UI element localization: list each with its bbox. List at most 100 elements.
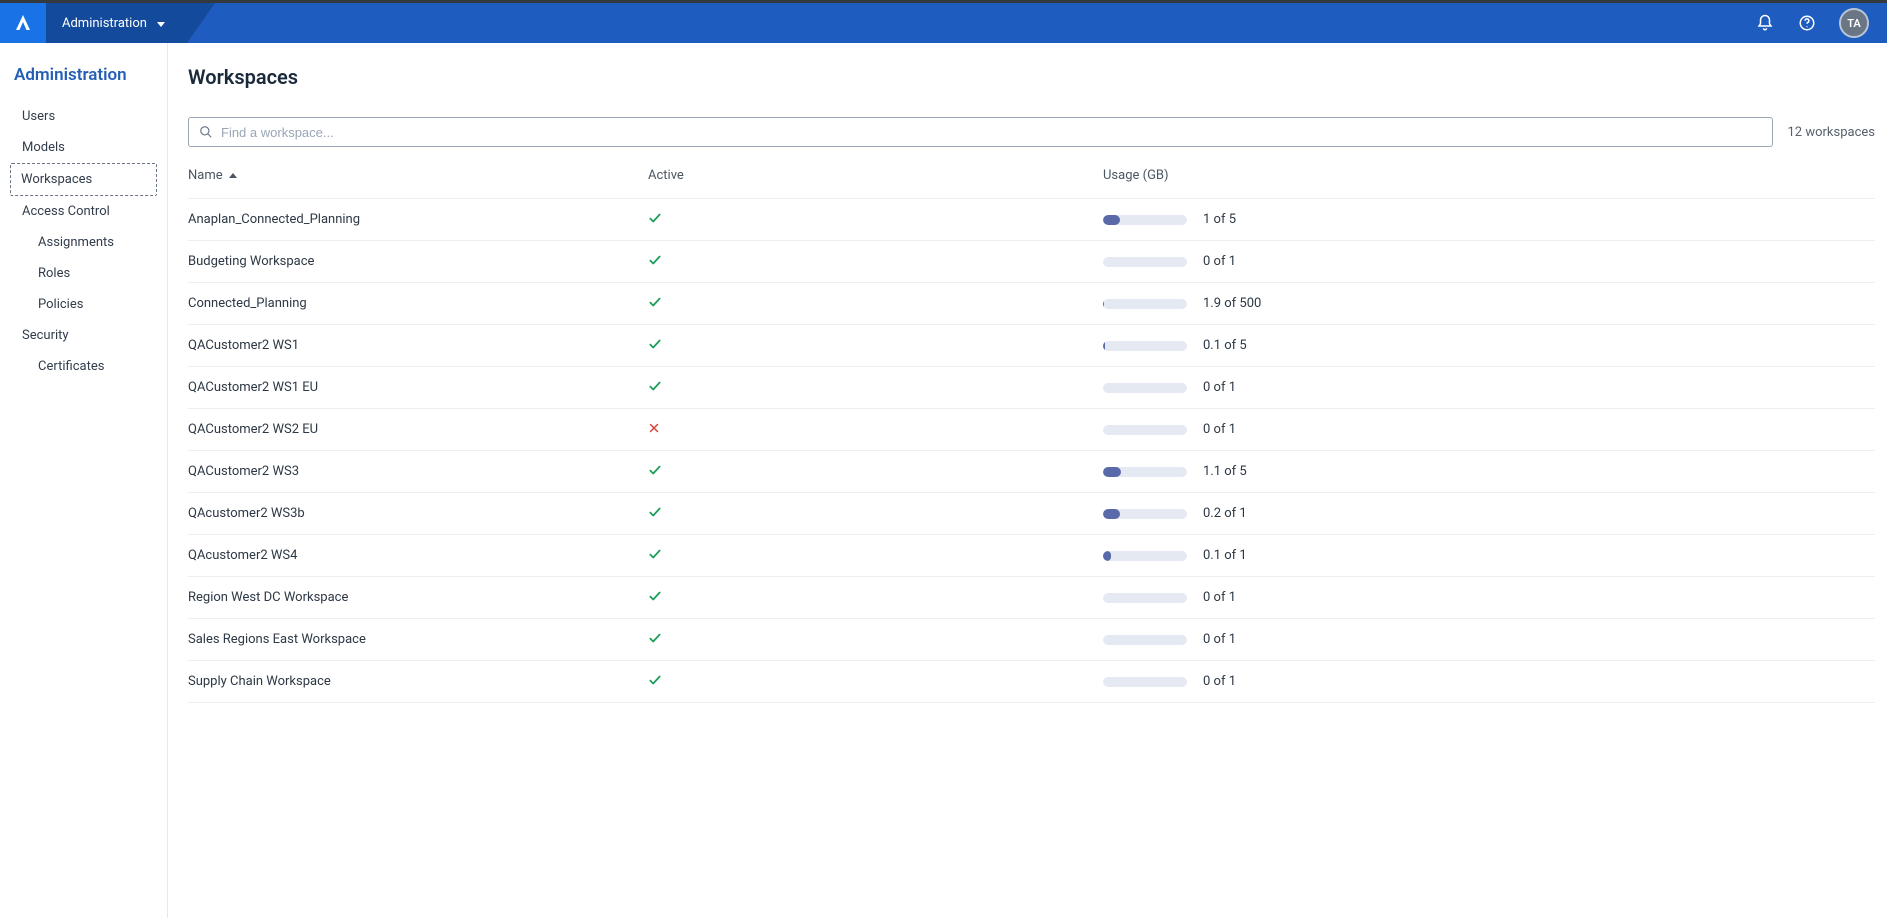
usage-bar	[1103, 551, 1187, 561]
app-logo[interactable]	[0, 3, 46, 43]
workspace-name: Anaplan_Connected_Planning	[188, 212, 648, 227]
col-header-usage-label: Usage (GB)	[1103, 168, 1169, 183]
topbar-right: TA	[1755, 3, 1887, 43]
sidebar-title: Administration	[0, 65, 167, 101]
active-check-icon	[648, 673, 1103, 691]
active-check-icon	[648, 631, 1103, 649]
usage-text: 1.1 of 5	[1203, 464, 1875, 479]
usage-bar	[1103, 257, 1187, 267]
col-header-usage[interactable]: Usage (GB)	[1103, 168, 1875, 183]
usage-bar-fill	[1103, 299, 1104, 309]
usage-bar-cell	[1103, 425, 1203, 435]
sidebar-subitem-certificates[interactable]: Certificates	[0, 351, 167, 382]
workspace-name: Region West DC Workspace	[188, 590, 648, 605]
table-row[interactable]: QACustomer2 WS10.1 of 5	[188, 325, 1875, 367]
active-check-icon	[648, 589, 1103, 607]
usage-bar	[1103, 341, 1187, 351]
table-row[interactable]: QACustomer2 WS2 EU0 of 1	[188, 409, 1875, 451]
workspace-name: QACustomer2 WS3	[188, 464, 648, 479]
inactive-x-icon	[648, 422, 1103, 438]
usage-bar	[1103, 425, 1187, 435]
sidebar-subitem-roles[interactable]: Roles	[0, 258, 167, 289]
usage-bar-cell	[1103, 677, 1203, 687]
col-header-active-label: Active	[648, 168, 684, 183]
sidebar-subitem-policies[interactable]: Policies	[0, 289, 167, 320]
help-icon[interactable]	[1797, 13, 1817, 33]
active-check-icon	[648, 547, 1103, 565]
table-row[interactable]: Region West DC Workspace 0 of 1	[188, 577, 1875, 619]
usage-bar-cell	[1103, 593, 1203, 603]
workspace-name: QAcustomer2 WS4	[188, 548, 648, 563]
topbar: Administration TA	[0, 3, 1887, 43]
workspaces-table: Name Active Usage (GB) Anaplan_Connected…	[188, 153, 1875, 703]
active-check-icon	[648, 211, 1103, 229]
usage-bar	[1103, 509, 1187, 519]
col-header-name-label: Name	[188, 168, 223, 183]
usage-text: 0.1 of 1	[1203, 548, 1875, 563]
table-row[interactable]: Sales Regions East Workspace 0 of 1	[188, 619, 1875, 661]
usage-bar	[1103, 383, 1187, 393]
usage-bar-fill	[1103, 215, 1120, 225]
workspace-count: 12 workspaces	[1787, 125, 1875, 140]
notifications-icon[interactable]	[1755, 13, 1775, 33]
table-header: Name Active Usage (GB)	[188, 153, 1875, 199]
sidebar-item-users[interactable]: Users	[0, 101, 167, 132]
usage-bar	[1103, 593, 1187, 603]
search-icon	[199, 125, 213, 139]
workspace-name: QAcustomer2 WS3b	[188, 506, 648, 521]
avatar[interactable]: TA	[1839, 8, 1869, 38]
usage-bar-cell	[1103, 467, 1203, 477]
sidebar-item-security[interactable]: Security	[0, 320, 167, 351]
sidebar-subitem-assignments[interactable]: Assignments	[0, 227, 167, 258]
table-row[interactable]: QAcustomer2 WS3b 0.2 of 1	[188, 493, 1875, 535]
usage-bar	[1103, 299, 1187, 309]
usage-bar-cell	[1103, 257, 1203, 267]
table-row[interactable]: Connected_Planning 1.9 of 500	[188, 283, 1875, 325]
usage-text: 0 of 1	[1203, 422, 1875, 437]
table-row[interactable]: Supply Chain Workspace0 of 1	[188, 661, 1875, 703]
col-header-active[interactable]: Active	[648, 168, 1103, 183]
usage-text: 0 of 1	[1203, 380, 1875, 395]
table-row[interactable]: Budgeting Workspace 0 of 1	[188, 241, 1875, 283]
usage-text: 0 of 1	[1203, 632, 1875, 647]
usage-bar	[1103, 467, 1187, 477]
usage-bar-cell	[1103, 299, 1203, 309]
sidebar: Administration UsersModelsWorkspacesAcce…	[0, 43, 168, 918]
usage-bar-cell	[1103, 383, 1203, 393]
usage-text: 1.9 of 500	[1203, 296, 1875, 311]
col-header-name[interactable]: Name	[188, 168, 648, 183]
topbar-tab-wrap: Administration	[46, 3, 187, 43]
search-input[interactable]	[221, 125, 1762, 140]
workspace-name: QACustomer2 WS1 EU	[188, 380, 648, 395]
active-check-icon	[648, 463, 1103, 481]
page-title: Workspaces	[188, 65, 1887, 117]
table-row[interactable]: QAcustomer2 WS4 0.1 of 1	[188, 535, 1875, 577]
active-check-icon	[648, 505, 1103, 523]
workspace-name: Sales Regions East Workspace	[188, 632, 648, 647]
active-check-icon	[648, 295, 1103, 313]
workspace-name: Budgeting Workspace	[188, 254, 648, 269]
usage-bar	[1103, 635, 1187, 645]
usage-bar-fill	[1103, 341, 1105, 351]
sidebar-item-models[interactable]: Models	[0, 132, 167, 163]
chevron-down-icon	[157, 16, 165, 31]
usage-text: 0 of 1	[1203, 254, 1875, 269]
avatar-initials: TA	[1847, 17, 1861, 30]
logo-icon	[13, 13, 33, 33]
toolbar: 12 workspaces	[188, 117, 1887, 147]
topbar-tab-label: Administration	[62, 16, 147, 31]
topbar-tab-administration[interactable]: Administration	[46, 3, 187, 43]
usage-text: 1 of 5	[1203, 212, 1875, 227]
usage-text: 0.2 of 1	[1203, 506, 1875, 521]
usage-bar-fill	[1103, 467, 1121, 477]
sidebar-item-workspaces[interactable]: Workspaces	[10, 163, 157, 196]
usage-bar-cell	[1103, 551, 1203, 561]
workspace-name: Connected_Planning	[188, 296, 648, 311]
usage-bar-cell	[1103, 509, 1203, 519]
sidebar-item-access-control[interactable]: Access Control	[0, 196, 167, 227]
usage-text: 0 of 1	[1203, 590, 1875, 605]
table-row[interactable]: QACustomer2 WS3 1.1 of 5	[188, 451, 1875, 493]
usage-bar-fill	[1103, 509, 1120, 519]
table-row[interactable]: Anaplan_Connected_Planning 1 of 5	[188, 199, 1875, 241]
table-row[interactable]: QACustomer2 WS1 EU 0 of 1	[188, 367, 1875, 409]
